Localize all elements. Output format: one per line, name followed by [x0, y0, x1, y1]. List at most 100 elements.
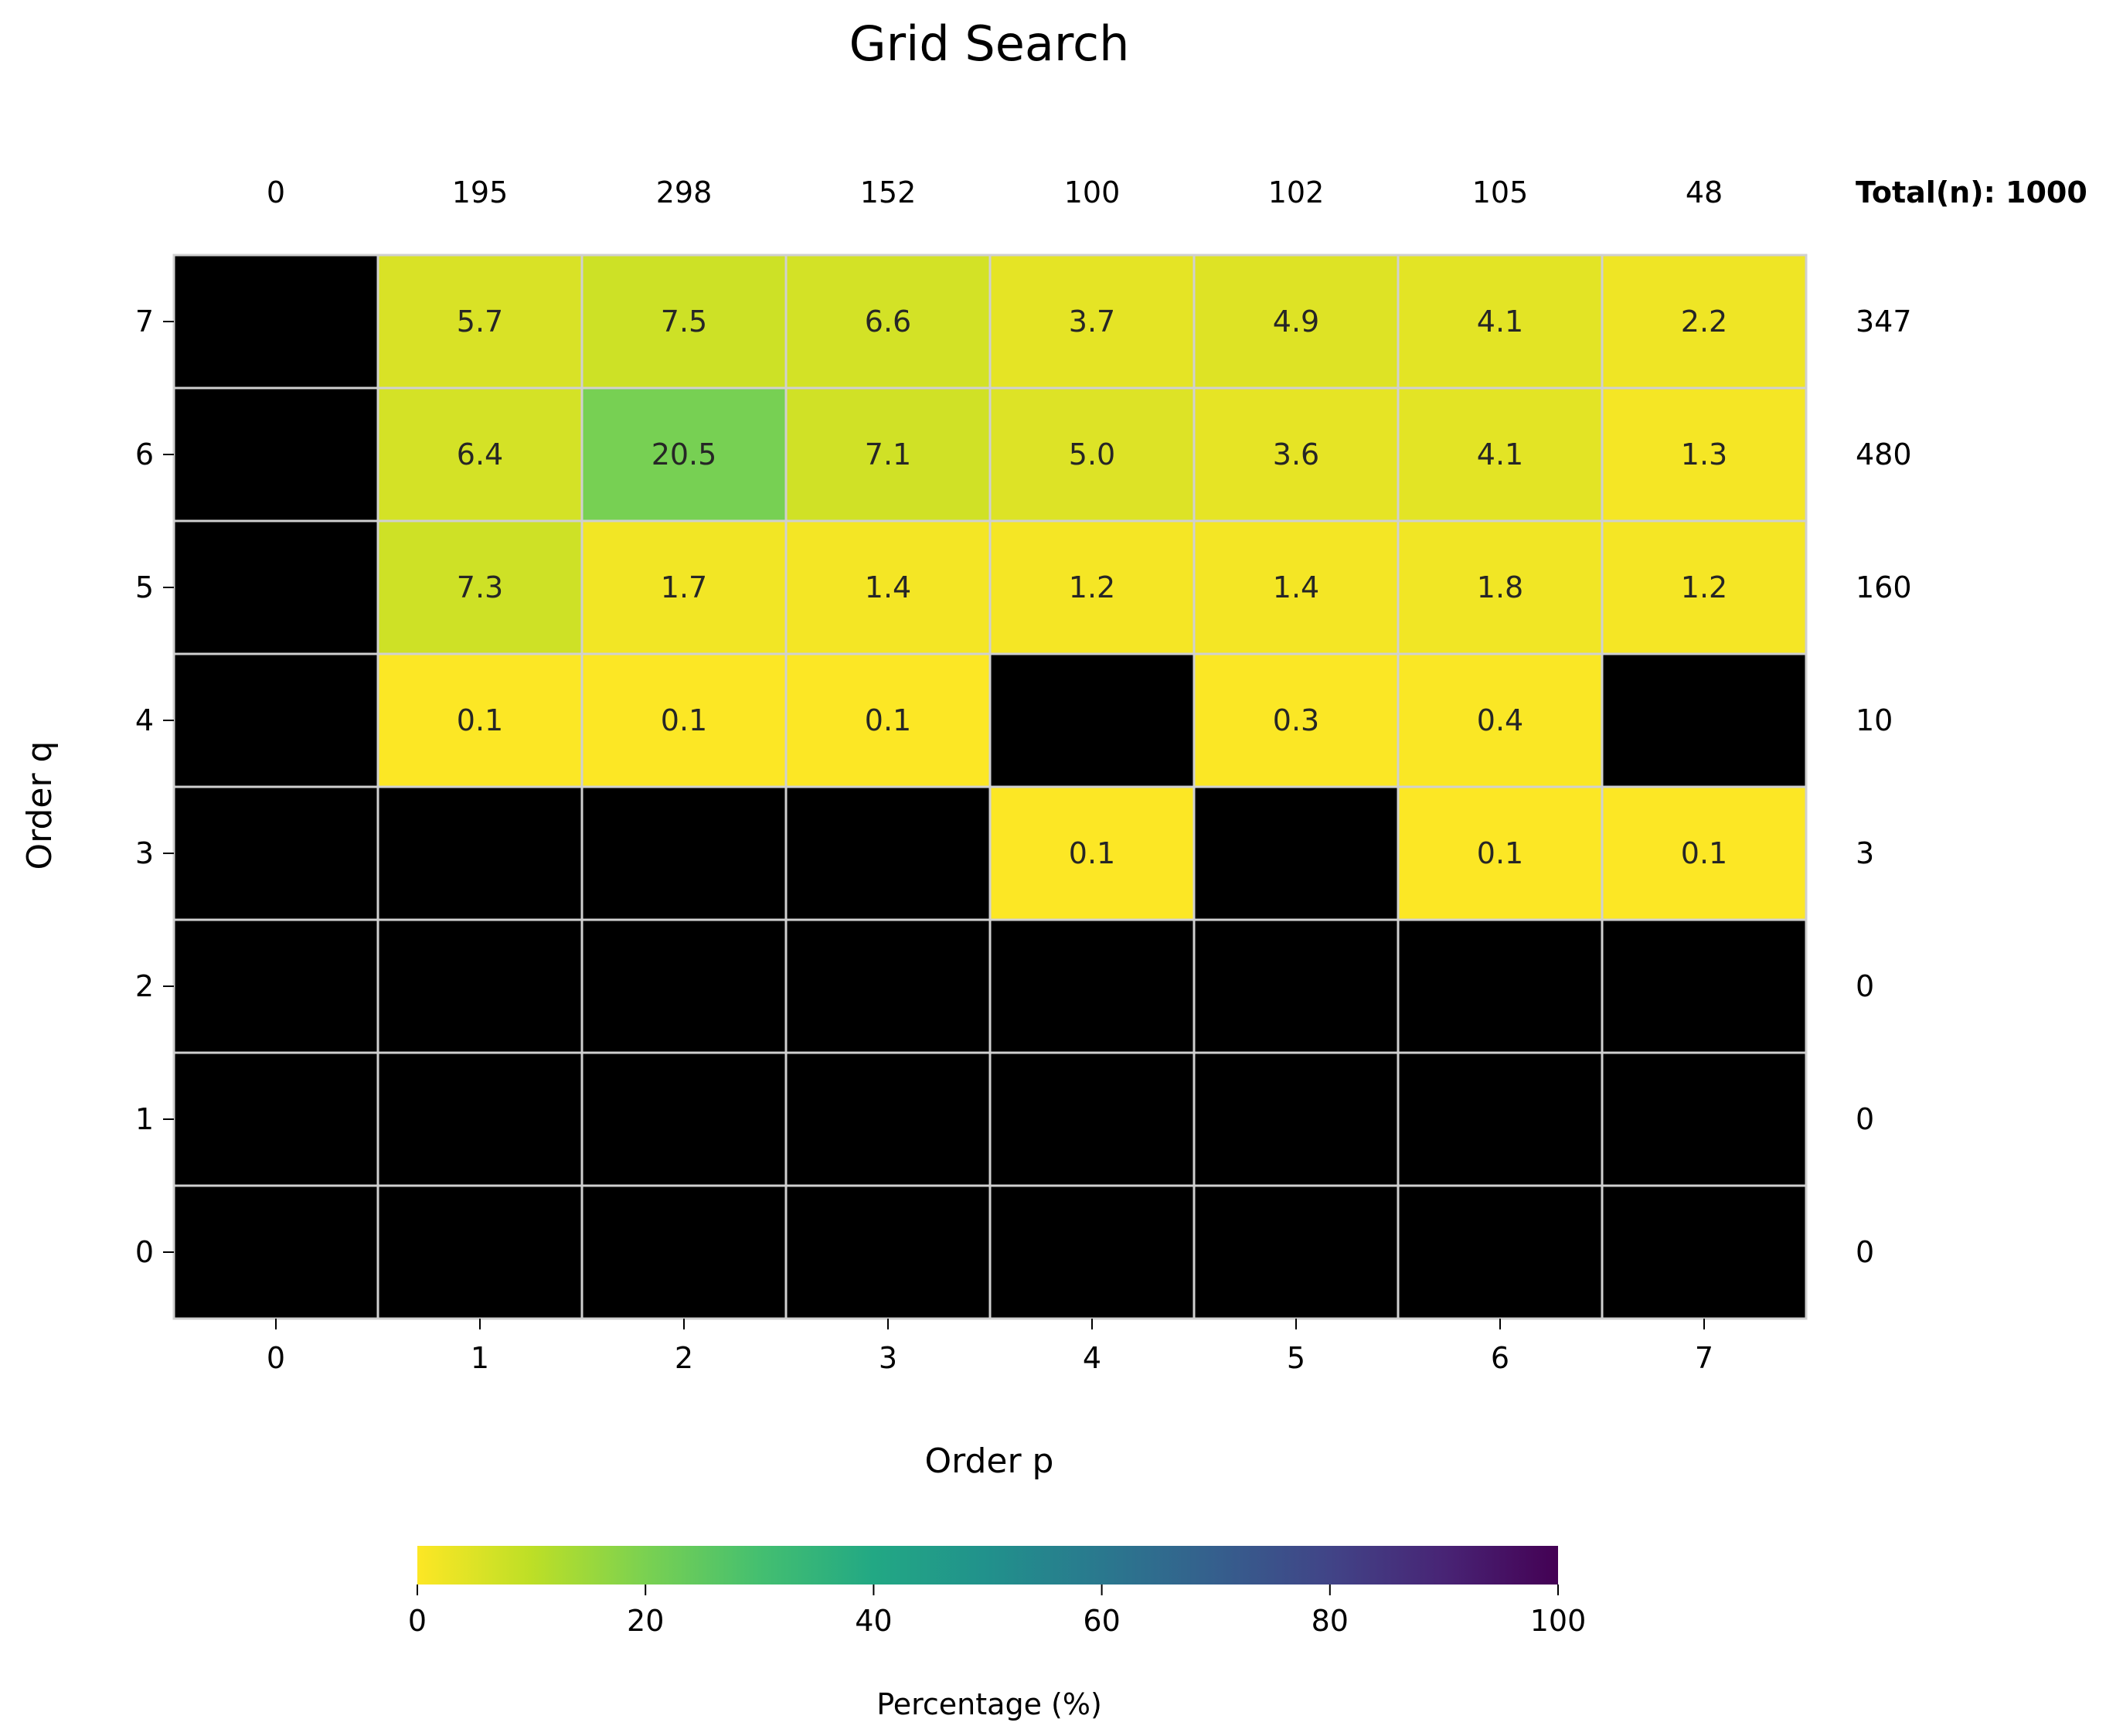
heatmap-cell — [376, 1184, 583, 1320]
x-tick-label: 3 — [879, 1341, 897, 1375]
heatmap-cell — [172, 254, 379, 390]
colorbar-tick-label: 0 — [408, 1604, 427, 1638]
y-tick-label: 7 — [135, 305, 154, 339]
x-tick-label: 4 — [1083, 1341, 1101, 1375]
heatmap-cell — [784, 1184, 992, 1320]
y-tick-label: 2 — [135, 969, 154, 1003]
heatmap-cell — [1397, 254, 1604, 390]
cell-value-label: 1.2 — [1069, 570, 1115, 604]
heatmap-cell — [376, 386, 583, 523]
heatmap-cell — [988, 918, 1196, 1054]
heatmap-cell — [988, 519, 1196, 655]
x-tick-label: 1 — [471, 1341, 489, 1375]
cell-value-label: 7.5 — [661, 305, 707, 339]
colorbar-tick-label: 40 — [855, 1604, 892, 1638]
grand-total-label: Total(n): 1000 — [1856, 175, 2087, 209]
heatmap-cell — [988, 254, 1196, 390]
colorbar-tick-label: 60 — [1083, 1604, 1120, 1638]
cell-value-label: 20.5 — [652, 437, 717, 471]
heatmap-cell — [376, 918, 583, 1054]
cell-value-label: 5.7 — [457, 305, 503, 339]
colorbar-tick-label: 80 — [1312, 1604, 1349, 1638]
heatmap-cell — [1601, 519, 1808, 655]
x-tick-label: 6 — [1491, 1341, 1509, 1375]
heatmap-cell — [1192, 652, 1400, 788]
y-axis-ticks: 7 6 5 4 3 2 1 0 — [135, 305, 174, 1269]
heatmap-cell — [580, 1051, 788, 1187]
cell-value-label: 0.1 — [1681, 836, 1727, 870]
column-total-label: 48 — [1686, 175, 1723, 209]
heatmap-cell — [1397, 1184, 1604, 1320]
heatmap-cell — [1601, 785, 1808, 921]
chart-title: Grid Search — [849, 15, 1130, 72]
heatmap-cell — [172, 386, 379, 523]
heatmap-cell — [172, 785, 379, 921]
cell-value-label: 2.2 — [1681, 305, 1727, 339]
cell-value-label: 1.7 — [661, 570, 707, 604]
row-totals: 347 480 160 10 3 0 0 0 — [1856, 305, 1912, 1269]
heatmap-cell — [580, 918, 788, 1054]
heatmap-cell — [1192, 918, 1400, 1054]
cell-value-label: 1.4 — [1273, 570, 1319, 604]
cell-value-label: 1.3 — [1681, 437, 1727, 471]
column-total-label: 105 — [1472, 175, 1529, 209]
heatmap-cell — [1192, 785, 1400, 921]
column-total-label: 102 — [1268, 175, 1325, 209]
heatmap-cell-labels: 5.7 7.5 6.6 3.7 4.9 4.1 2.2 6.4 20.5 7.1 5.0 3.6 4.1… — [457, 305, 1727, 870]
cell-value-label: 4.1 — [1477, 437, 1523, 471]
heatmap-cell — [1601, 918, 1808, 1054]
column-total-label: 298 — [656, 175, 713, 209]
cell-value-label: 7.3 — [457, 570, 503, 604]
row-total-label: 0 — [1856, 1235, 1874, 1269]
colorbar-ticks: 0 20 40 60 80 100 — [408, 1585, 1586, 1638]
cell-value-label: 1.8 — [1477, 570, 1523, 604]
heatmap-cell — [172, 519, 379, 655]
heatmap-cell — [172, 1184, 379, 1320]
heatmap-cell — [1192, 386, 1400, 523]
cell-value-label: 3.7 — [1069, 305, 1115, 339]
heatmap-cell — [376, 1051, 583, 1187]
heatmap-cell — [784, 519, 992, 655]
heatmap-cell — [580, 1184, 788, 1320]
cell-value-label: 6.4 — [457, 437, 503, 471]
heatmap-cell — [1601, 1184, 1808, 1320]
row-total-label: 160 — [1856, 570, 1912, 604]
x-tick-label: 0 — [267, 1341, 285, 1375]
column-total-label: 100 — [1064, 175, 1121, 209]
cell-value-label: 0.1 — [865, 703, 911, 737]
column-total-label: 152 — [860, 175, 917, 209]
cell-value-label: 0.1 — [457, 703, 503, 737]
row-total-label: 3 — [1856, 836, 1874, 870]
cell-value-label: 5.0 — [1069, 437, 1115, 471]
heatmap-cell — [376, 254, 583, 390]
cell-value-label: 0.1 — [1069, 836, 1115, 870]
heatmap-cell — [988, 1184, 1196, 1320]
cell-value-label: 6.6 — [865, 305, 911, 339]
heatmap-cell — [1397, 918, 1604, 1054]
heatmap-cells — [172, 254, 1808, 1320]
y-tick-label: 4 — [135, 703, 154, 737]
heatmap-cell — [1397, 785, 1604, 921]
y-tick-label: 6 — [135, 437, 154, 471]
colorbar-tick-label: 100 — [1530, 1604, 1587, 1638]
cell-value-label: 0.1 — [661, 703, 707, 737]
y-tick-label: 1 — [135, 1102, 154, 1136]
y-axis-label: Order q — [20, 741, 60, 870]
cell-value-label: 1.4 — [865, 570, 911, 604]
x-axis-ticks: 0 1 2 3 4 5 6 7 — [267, 1319, 1713, 1375]
heatmap-cell — [172, 652, 379, 788]
colorbar-label: Percentage (%) — [876, 1687, 1102, 1721]
row-total-label: 0 — [1856, 1102, 1874, 1136]
heatmap-cell — [1397, 1051, 1604, 1187]
cell-value-label: 0.3 — [1273, 703, 1319, 737]
heatmap-cell — [1601, 386, 1808, 523]
colorbar — [417, 1546, 1558, 1585]
heatmap-cell — [1397, 519, 1604, 655]
row-total-label: 347 — [1856, 305, 1912, 339]
heatmap-cell — [1192, 1051, 1400, 1187]
cell-value-label: 3.6 — [1273, 437, 1319, 471]
heatmap-cell — [988, 652, 1196, 788]
heatmap-cell — [1601, 1051, 1808, 1187]
heatmap-cell — [784, 386, 992, 523]
cell-value-label: 7.1 — [865, 437, 911, 471]
